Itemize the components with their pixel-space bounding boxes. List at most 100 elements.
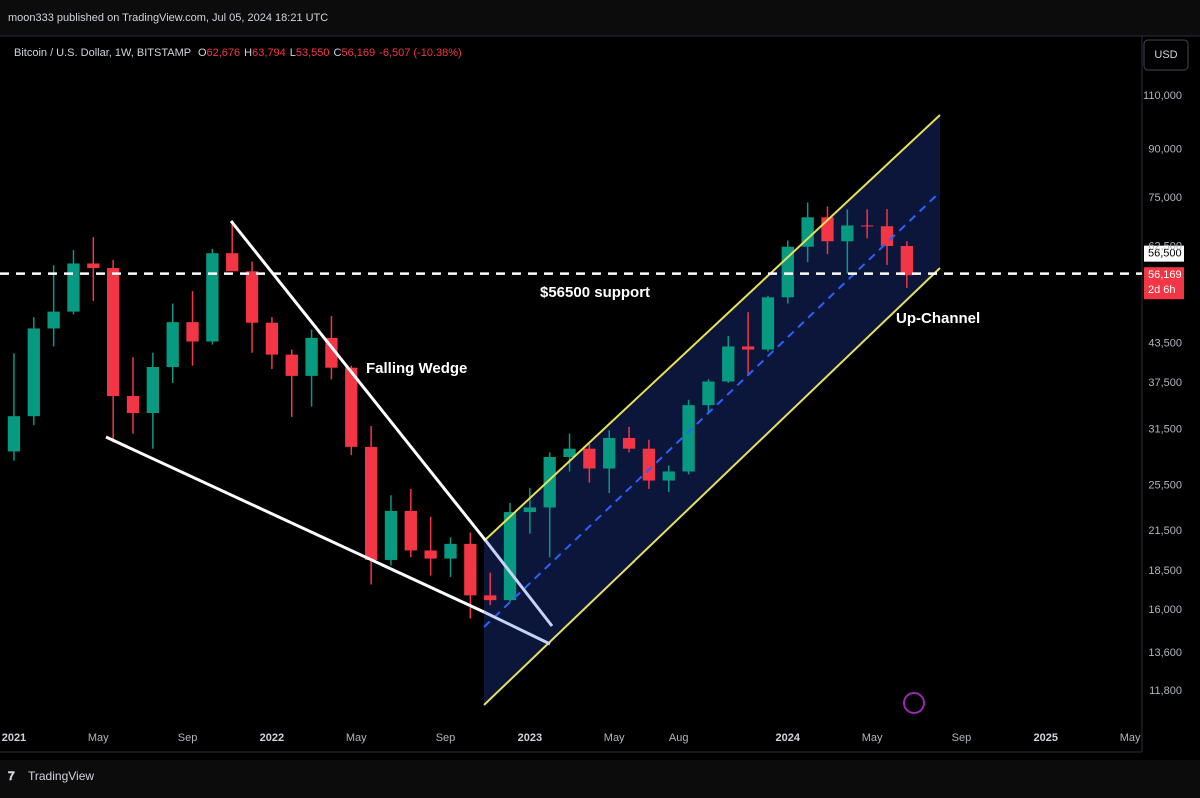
candle-body	[87, 263, 100, 269]
wedge-upper-end	[484, 540, 554, 627]
candle-body	[841, 225, 854, 242]
candle-body	[7, 416, 21, 452]
y-tick-label: 13,600	[1148, 647, 1182, 659]
ohlc-key: H	[244, 47, 253, 59]
ohlc-key: L	[289, 47, 296, 59]
y-tick-label: 25,500	[1148, 480, 1182, 492]
candle-body	[642, 448, 656, 481]
candle-body	[47, 311, 60, 329]
candle-body	[761, 297, 775, 350]
publisher: moon333 published on TradingView.com, Ju…	[8, 12, 328, 24]
brand: TradingView	[28, 769, 94, 783]
ohlc-value: 63,794	[252, 47, 286, 59]
x-tick-label: 2024	[776, 732, 801, 744]
y-tick-label: 75,000	[1148, 192, 1182, 204]
candle-body	[702, 381, 715, 406]
candle-body	[226, 253, 239, 272]
wedge-lower	[105, 435, 485, 614]
candle-body	[503, 512, 517, 601]
candle-body	[285, 354, 298, 376]
annotation: Up-Channel	[896, 310, 980, 327]
x-tick-label: May	[1120, 732, 1141, 744]
y-tick-label: 110,000	[1143, 90, 1182, 102]
candle-body	[900, 245, 914, 276]
candle-body	[622, 437, 636, 449]
last-price-box	[1144, 267, 1184, 300]
channel-lower	[483, 267, 941, 706]
candle-body	[305, 337, 318, 376]
candle-body	[880, 226, 894, 246]
symbol: Bitcoin / U.S. Dollar, 1W, BITSTAMP	[14, 47, 191, 59]
channel-upper	[483, 114, 941, 542]
candle-body	[543, 456, 556, 508]
candle-body	[563, 448, 576, 457]
y-tick-label: 62,500	[1148, 241, 1182, 253]
x-tick-label: May	[862, 732, 883, 744]
wedge-lower-end	[483, 610, 551, 646]
candle-body	[722, 346, 735, 382]
candle-body	[384, 510, 398, 560]
candle-body	[523, 507, 537, 513]
support-price-label: 56,500	[1148, 248, 1182, 260]
candle-body	[146, 367, 159, 413]
top-bar	[0, 0, 1200, 36]
footer-bar	[0, 760, 1200, 798]
currency-button[interactable]	[1143, 39, 1189, 71]
candle-body	[603, 437, 616, 469]
candle-body	[801, 217, 814, 247]
alert-icon[interactable]	[903, 692, 925, 714]
x-tick-label: May	[346, 732, 367, 744]
symbol-legend: Bitcoin / U.S. Dollar, 1W, BITSTAMP O62,…	[14, 47, 462, 59]
candle-body	[126, 396, 140, 413]
change: -6,507 (-10.38%)	[379, 47, 462, 59]
candle-body	[345, 367, 358, 447]
ohlc-value: 62,676	[206, 47, 241, 59]
candle-body	[861, 225, 874, 227]
y-tick-label: 16,000	[1148, 604, 1182, 616]
candle-body	[265, 322, 279, 355]
countdown: 2d 6h	[1148, 284, 1176, 296]
x-tick-label: 2021	[2, 732, 26, 744]
x-tick-label: Aug	[669, 732, 689, 744]
candle-body	[27, 328, 40, 417]
candle-body	[67, 263, 80, 312]
ohlc-key: O	[197, 47, 207, 59]
candle-body	[444, 543, 457, 559]
ohlc-value: 53,550	[295, 47, 330, 59]
x-tick-label: 2025	[1034, 732, 1058, 744]
annotation: Falling Wedge	[366, 360, 467, 377]
x-tick-label: Sep	[952, 732, 972, 744]
x-tick-label: Sep	[178, 732, 198, 744]
candle-body	[583, 448, 596, 469]
annotation: $56500 support	[540, 284, 650, 301]
y-tick-label: 18,500	[1148, 565, 1182, 577]
candle-body	[186, 322, 199, 342]
candle-body	[424, 550, 437, 559]
candle-body	[662, 471, 675, 481]
candle-body	[682, 405, 695, 472]
candle-body	[245, 271, 259, 323]
ohlc-value: 56,169	[341, 47, 376, 59]
ohlc-key: C	[333, 47, 342, 59]
y-tick-label: 37,500	[1148, 377, 1182, 389]
y-tick-label: 31,500	[1148, 423, 1182, 435]
support-price-box	[1144, 245, 1184, 262]
candle-body	[484, 595, 497, 601]
candle-body	[404, 510, 417, 551]
candle-body	[107, 268, 120, 397]
x-tick-label: May	[604, 732, 625, 744]
y-tick-label: 21,500	[1148, 525, 1182, 537]
last-price-label: 56,169	[1148, 269, 1182, 281]
candle-body	[206, 253, 219, 342]
y-tick-label: 11,800	[1149, 685, 1182, 697]
y-tick-label: 90,000	[1148, 143, 1182, 155]
x-tick-label: Sep	[436, 732, 456, 744]
candle-body	[464, 543, 477, 596]
candle-body	[364, 446, 378, 560]
candle-body	[741, 346, 755, 350]
candle-body	[166, 322, 179, 368]
currency[interactable]: USD	[1154, 49, 1177, 61]
channel-mid	[483, 191, 941, 628]
